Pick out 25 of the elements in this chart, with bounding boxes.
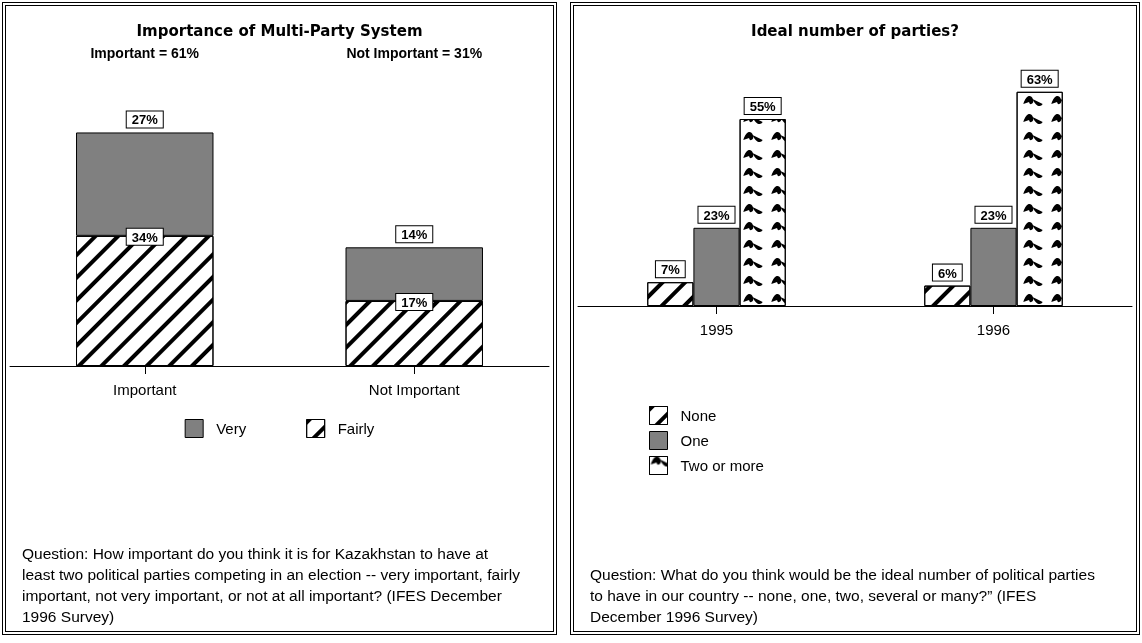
x-tick-label: Important [113, 381, 178, 398]
legend-label: One [680, 432, 709, 449]
legend-label: Very [216, 420, 247, 437]
data-label: 6% [937, 265, 958, 281]
data-label: 55% [749, 99, 777, 114]
text: Question: What do you think would be the ideal number of political parties to have in our country -- none, one, two, several or many?” (IFES December 1996 Survey) [590, 565, 1096, 627]
data-label: 7% [660, 262, 681, 278]
chart-title: Importance of Multi-Party System [136, 21, 423, 40]
data-label: 23% [980, 207, 1007, 223]
text: Question: How important do you think it is for Kazakhstan to have at least two political parties competing in an election -- very important, fairly important, not very important, or not at all important? (IFES December 1996 Survey) [22, 544, 521, 627]
legend-label: Two or more [680, 457, 764, 474]
x-tick-label: 1996 [976, 321, 1011, 338]
data-label: 14% [401, 227, 428, 243]
x-tick-label: 1995 [699, 321, 734, 338]
text: Important = 61% [90, 45, 200, 61]
x-tick-label: Not Important [368, 381, 461, 398]
data-label: 17% [401, 294, 428, 310]
chart-title: Ideal number of parties? [751, 21, 959, 40]
legend-label: None [680, 407, 717, 424]
text: Not Important = 31% [346, 45, 483, 61]
data-label: 34% [131, 229, 159, 245]
data-label: 23% [703, 207, 730, 223]
data-label: 27% [131, 112, 159, 128]
legend-label: Fairly [337, 420, 375, 437]
data-label: 63% [1026, 71, 1054, 87]
